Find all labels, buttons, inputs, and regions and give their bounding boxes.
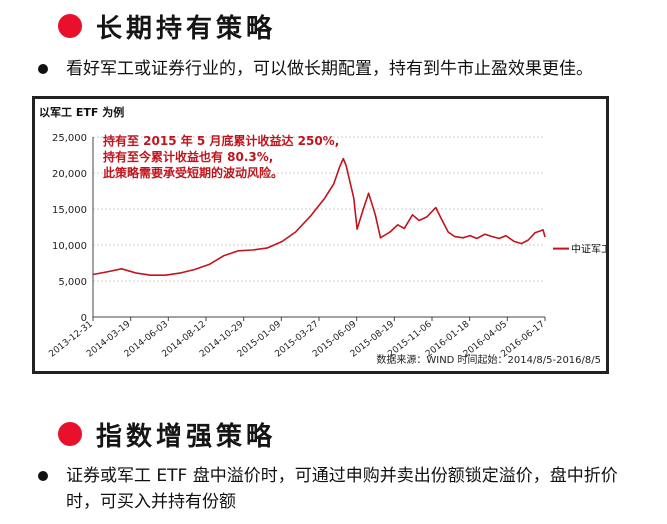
legend-label: 中证军工 [571, 243, 606, 256]
line-chart: 以军工 ETF 为例 0 5,000 10,000 15,000 20,000 25,000… [39, 105, 611, 366]
annotation-text: 持有至今累计收益也有 80.3%, [103, 149, 273, 164]
red-dot-icon [58, 14, 82, 38]
bullet-icon [38, 471, 48, 481]
section-title: 长期持有策略 [96, 14, 277, 44]
annotation-text: 持有至 2015 年 5 月底累计收益达 250%, [103, 133, 339, 148]
y-tick-label: 20,000 [52, 169, 87, 180]
bullet-item: 证券或军工 ETF 盘中溢价时，可通过申购并卖出份额锁定溢价，盘中折价时，可买入… [0, 463, 667, 519]
section-header-index-enhance: 指数增强策略 [0, 412, 667, 452]
chart-frame: 以军工 ETF 为例 0 5,000 10,000 15,000 20,000 25,000… [32, 96, 611, 374]
bullet-item: 看好军工或证券行业的，可以做长期配置，持有到牛市止盈效果更佳。 [0, 56, 667, 84]
chart-title: 以军工 ETF 为例 [39, 105, 124, 119]
red-dot-icon [58, 422, 82, 446]
y-tick-label: 25,000 [52, 133, 87, 144]
source-note: 数据来源：WIND 时间起始：2014/8/5-2016/8/5 [376, 353, 601, 366]
section-header-long-term: 长期持有策略 [0, 4, 667, 44]
series-line [92, 157, 546, 276]
bullet-text: 看好军工或证券行业的，可以做长期配置，持有到牛市止盈效果更佳。 [66, 59, 593, 79]
section-title: 指数增强策略 [96, 422, 277, 452]
y-tick-label: 10,000 [52, 241, 87, 252]
bullet-text: 证券或军工 ETF 盘中溢价时，可通过申购并卖出份额锁定溢价，盘中折价时，可买入… [66, 466, 618, 512]
y-tick-label: 0 [81, 313, 87, 324]
y-tick-label: 5,000 [58, 277, 87, 288]
bullet-icon [38, 64, 48, 74]
y-tick-label: 15,000 [52, 205, 87, 216]
annotation-text: 此策略需要承受短期的波动风险。 [103, 165, 283, 180]
